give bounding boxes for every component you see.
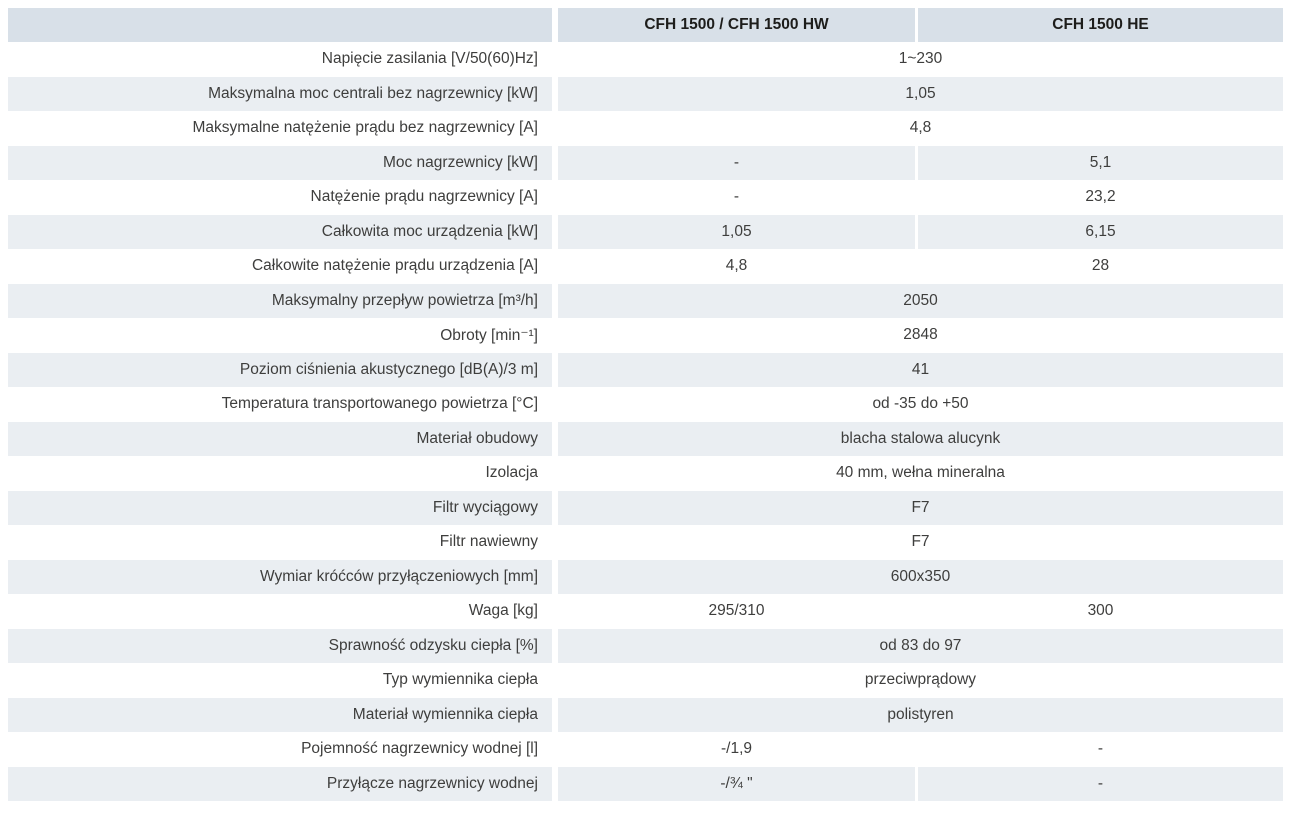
table-row: Całkowita moc urządzenia [kW] 1,05 6,15 (8, 214, 1283, 249)
row-label: Przyłącze nagrzewnicy wodnej (8, 766, 558, 801)
table-row: Maksymalne natężenie prądu bez nagrzewni… (8, 111, 1283, 146)
row-label: Temperatura transportowanego powietrza [… (8, 387, 558, 422)
row-label: Moc nagrzewnicy [kW] (8, 145, 558, 180)
value-cell-merged: od -35 do +50 (558, 387, 1283, 422)
row-label: Całkowite natężenie prądu urządzenia [A] (8, 249, 558, 284)
table-row: Całkowite natężenie prądu urządzenia [A]… (8, 249, 1283, 284)
table-row: Przyłącze nagrzewnicy wodnej -/¾ " - (8, 766, 1283, 801)
value-cell-cfh1500he: - (918, 732, 1283, 767)
row-label: Poziom ciśnienia akustycznego [dB(A)/3 m… (8, 352, 558, 387)
value-cell-merged: blacha stalowa alucynk (558, 421, 1283, 456)
value-cell-cfh1500he: 5,1 (918, 145, 1283, 180)
row-label: Całkowita moc urządzenia [kW] (8, 214, 558, 249)
table-row: Temperatura transportowanego powietrza [… (8, 387, 1283, 422)
value-cell-cfh1500: - (558, 145, 918, 180)
row-label: Maksymalne natężenie prądu bez nagrzewni… (8, 111, 558, 146)
row-label: Typ wymiennika ciepła (8, 663, 558, 698)
value-cell-cfh1500: 4,8 (558, 249, 918, 284)
value-cell-merged: polistyren (558, 697, 1283, 732)
value-cell-cfh1500: -/1,9 (558, 732, 918, 767)
table-row: Typ wymiennika ciepła przeciwprądowy (8, 663, 1283, 698)
table-row: Wymiar króćców przyłączeniowych [mm] 600x… (8, 559, 1283, 594)
table-row: Sprawność odzysku ciepła [%] od 83 do 97 (8, 628, 1283, 663)
row-label: Filtr wyciągowy (8, 490, 558, 525)
value-cell-cfh1500: -/¾ " (558, 766, 918, 801)
table-row: Maksymalna moc centrali bez nagrzewnicy … (8, 76, 1283, 111)
row-label: Waga [kg] (8, 594, 558, 629)
value-cell-cfh1500: 295/310 (558, 594, 918, 629)
table-row: Waga [kg] 295/310 300 (8, 594, 1283, 629)
row-label: Filtr nawiewny (8, 525, 558, 560)
column-header-model-cfh1500: CFH 1500 / CFH 1500 HW (558, 8, 918, 42)
table-row: Moc nagrzewnicy [kW] -5,1 (8, 145, 1283, 180)
value-cell-merged: 40 mm, wełna mineralna (558, 456, 1283, 491)
table-row: Izolacja 40 mm, wełna mineralna (8, 456, 1283, 491)
value-cell-cfh1500he: 28 (918, 249, 1283, 284)
row-label: Maksymalny przepływ powietrza [m³/h] (8, 283, 558, 318)
table-row: Napięcie zasilania [V/50(60)Hz] 1~230 (8, 42, 1283, 77)
value-cell-merged: od 83 do 97 (558, 628, 1283, 663)
value-cell-merged: F7 (558, 525, 1283, 560)
row-label: Obroty [min⁻¹] (8, 318, 558, 353)
table-header-row: CFH 1500 / CFH 1500 HW CFH 1500 HE (8, 8, 1283, 42)
value-cell-merged: 4,8 (558, 111, 1283, 146)
table-row: Filtr wyciągowy F7 (8, 490, 1283, 525)
row-label: Maksymalna moc centrali bez nagrzewnicy … (8, 76, 558, 111)
table-row: Materiał wymiennika ciepła polistyren (8, 697, 1283, 732)
row-label: Sprawność odzysku ciepła [%] (8, 628, 558, 663)
value-cell-merged: 1,05 (558, 76, 1283, 111)
column-header-model-cfh1500he: CFH 1500 HE (918, 8, 1283, 42)
row-label: Napięcie zasilania [V/50(60)Hz] (8, 42, 558, 77)
value-cell-cfh1500he: 300 (918, 594, 1283, 629)
row-label: Natężenie prądu nagrzewnicy [A] (8, 180, 558, 215)
value-cell-cfh1500he: 6,15 (918, 214, 1283, 249)
spec-table-body: Napięcie zasilania [V/50(60)Hz] 1~230 Maks… (8, 42, 1283, 801)
row-label: Materiał wymiennika ciepła (8, 697, 558, 732)
row-label: Materiał obudowy (8, 421, 558, 456)
table-row: Filtr nawiewny F7 (8, 525, 1283, 560)
spec-table: CFH 1500 / CFH 1500 HW CFH 1500 HE Napię… (8, 8, 1283, 801)
value-cell-merged: 2848 (558, 318, 1283, 353)
value-cell-merged: 2050 (558, 283, 1283, 318)
table-row: Natężenie prądu nagrzewnicy [A] -23,2 (8, 180, 1283, 215)
value-cell-merged: 1~230 (558, 42, 1283, 77)
value-cell-cfh1500he: 23,2 (918, 180, 1283, 215)
table-row: Pojemność nagrzewnicy wodnej [l] -/1,9- (8, 732, 1283, 767)
value-cell-merged: 41 (558, 352, 1283, 387)
value-cell-merged: 600x350 (558, 559, 1283, 594)
value-cell-cfh1500: 1,05 (558, 214, 918, 249)
row-label: Pojemność nagrzewnicy wodnej [l] (8, 732, 558, 767)
value-cell-cfh1500: - (558, 180, 918, 215)
value-cell-cfh1500he: - (918, 766, 1283, 801)
row-label: Izolacja (8, 456, 558, 491)
table-row: Maksymalny przepływ powietrza [m³/h] 2050 (8, 283, 1283, 318)
column-header-empty (8, 8, 558, 42)
table-row: Materiał obudowy blacha stalowa alucynk (8, 421, 1283, 456)
table-row: Poziom ciśnienia akustycznego [dB(A)/3 m… (8, 352, 1283, 387)
value-cell-merged: F7 (558, 490, 1283, 525)
row-label: Wymiar króćców przyłączeniowych [mm] (8, 559, 558, 594)
value-cell-merged: przeciwprądowy (558, 663, 1283, 698)
table-row: Obroty [min⁻¹] 2848 (8, 318, 1283, 353)
